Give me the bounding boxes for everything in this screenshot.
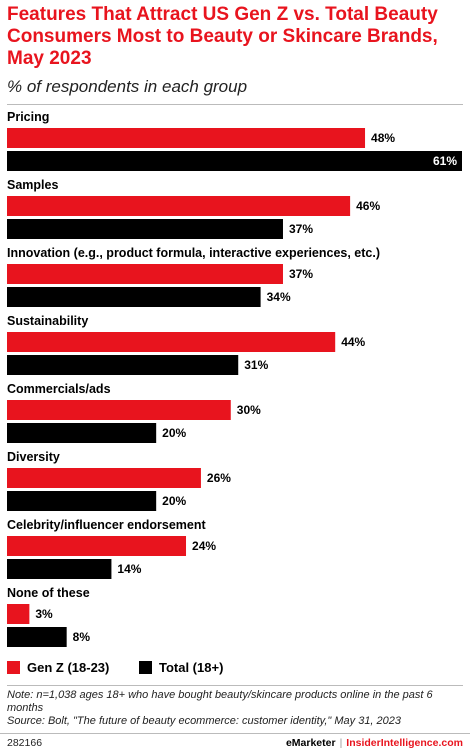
value-label-total: 20% bbox=[162, 426, 186, 440]
bar-total bbox=[7, 627, 67, 647]
category-group: Pricing 48% 61% bbox=[7, 110, 462, 171]
category-label: Diversity bbox=[7, 450, 60, 464]
category-label: Commercials/ads bbox=[7, 382, 111, 396]
bar-genz bbox=[7, 128, 366, 148]
footer-divider bbox=[0, 733, 470, 734]
legend-item-genz: Gen Z (18-23) bbox=[7, 660, 109, 675]
value-label-total: 31% bbox=[244, 358, 268, 372]
bar-total bbox=[7, 423, 157, 443]
bar-chart: Pricing 48% 61% Samples 46% 37% Innovation (e.… bbox=[7, 110, 462, 647]
bar-total bbox=[7, 287, 261, 307]
value-label-genz: 44% bbox=[341, 335, 365, 349]
bar-genz bbox=[7, 604, 30, 624]
notes: Note: n=1,038 ages 18+ who have bought b… bbox=[7, 689, 465, 728]
chart-id: 282166 bbox=[7, 737, 43, 749]
bar-total bbox=[7, 355, 239, 375]
category-group: Sustainability 44% 31% bbox=[7, 314, 366, 375]
legend-swatch-total bbox=[138, 661, 152, 674]
bar-total bbox=[7, 491, 157, 511]
chart-title: Features That Attract US Gen Z vs. Total… bbox=[7, 4, 438, 69]
value-label-genz: 26% bbox=[207, 471, 231, 485]
value-label-total: 61% bbox=[433, 154, 457, 168]
value-label-genz: 3% bbox=[35, 607, 53, 621]
bar-genz bbox=[7, 468, 201, 488]
header-divider bbox=[7, 104, 463, 105]
legend: Gen Z (18-23) Total (18+) bbox=[7, 660, 249, 677]
category-group: Diversity 26% 20% bbox=[7, 450, 231, 511]
bar-genz bbox=[7, 332, 336, 352]
bar-genz bbox=[7, 536, 187, 556]
category-label: None of these bbox=[7, 586, 90, 600]
bar-total bbox=[7, 559, 112, 579]
category-label: Innovation (e.g., product formula, inter… bbox=[7, 246, 380, 260]
value-label-genz: 24% bbox=[192, 539, 216, 553]
note-text: Note: n=1,038 ages 18+ who have bought b… bbox=[7, 689, 433, 714]
bar-total bbox=[7, 151, 462, 171]
chart-subtitle: % of respondents in each group bbox=[7, 77, 248, 96]
bar-genz bbox=[7, 196, 351, 216]
brand-emarketer: eMarketer bbox=[285, 737, 336, 749]
category-group: Commercials/ads 30% 20% bbox=[7, 382, 261, 443]
value-label-total: 8% bbox=[73, 630, 91, 644]
value-label-total: 14% bbox=[117, 562, 141, 576]
legend-item-total: Total (18+) bbox=[138, 660, 224, 675]
category-group: Samples 46% 37% bbox=[7, 178, 380, 239]
value-label-genz: 37% bbox=[289, 267, 313, 281]
bar-genz bbox=[7, 400, 231, 420]
bar-genz bbox=[7, 264, 283, 284]
bar-total bbox=[7, 219, 283, 239]
value-label-genz: 48% bbox=[371, 131, 395, 145]
category-group: Innovation (e.g., product formula, inter… bbox=[7, 246, 380, 307]
legend-swatch-genz bbox=[7, 661, 20, 674]
legend-label-genz: Gen Z (18-23) bbox=[27, 660, 110, 675]
value-label-total: 37% bbox=[289, 222, 313, 236]
brand: eMarketer | InsiderIntelligence.com bbox=[286, 737, 463, 749]
note-divider bbox=[7, 685, 463, 686]
category-group: Celebrity/influencer endorsement 24% 14% bbox=[7, 518, 216, 579]
brand-separator: | bbox=[339, 737, 343, 749]
legend-label-total: Total (18+) bbox=[158, 660, 224, 675]
category-label: Sustainability bbox=[7, 314, 88, 328]
value-label-genz: 30% bbox=[237, 403, 261, 417]
source-text: Source: Bolt, "The future of beauty ecom… bbox=[7, 715, 402, 727]
brand-insiderintelligence: InsiderIntelligence.com bbox=[346, 737, 463, 749]
value-label-total: 34% bbox=[267, 290, 291, 304]
value-label-genz: 46% bbox=[356, 199, 380, 213]
category-label: Celebrity/influencer endorsement bbox=[7, 518, 207, 532]
category-label: Samples bbox=[7, 178, 58, 192]
value-label-total: 20% bbox=[162, 494, 186, 508]
category-label: Pricing bbox=[7, 110, 49, 124]
category-group: None of these 3% 8% bbox=[7, 586, 90, 647]
